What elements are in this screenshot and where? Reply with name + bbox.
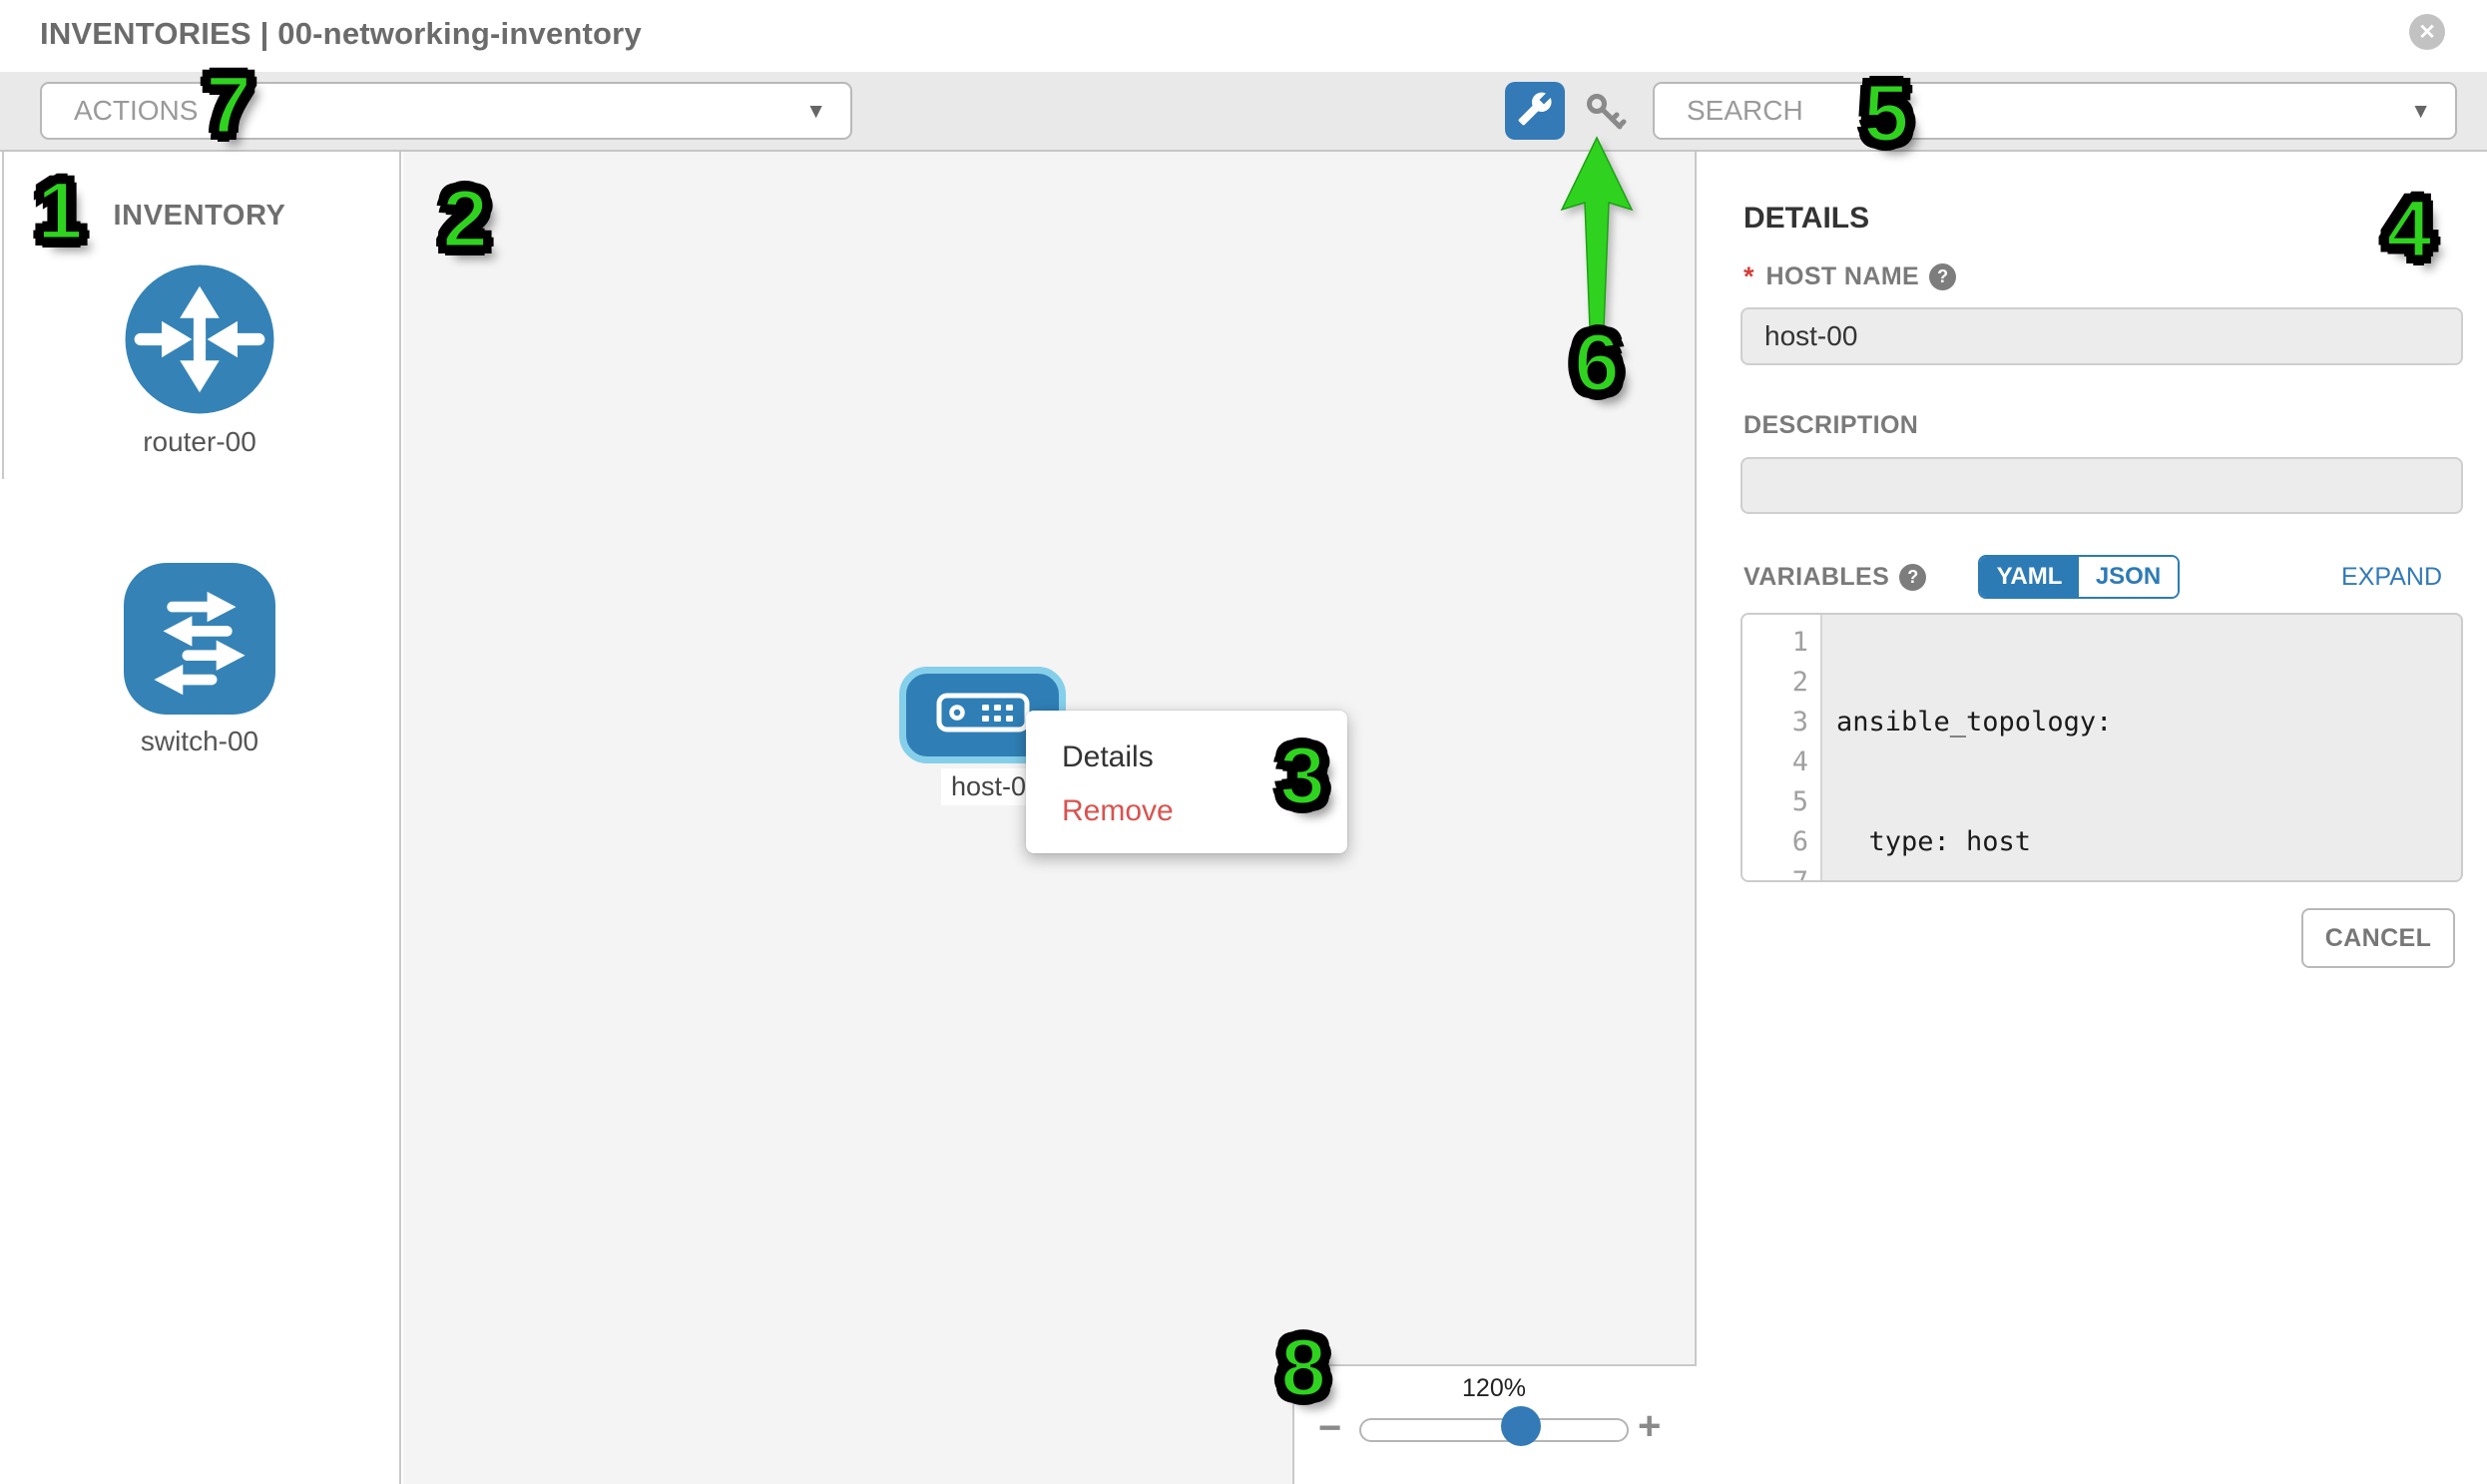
zoom-out-button[interactable]: − — [1318, 1406, 1342, 1450]
editor-code-lines: ansible_topology: type: host name: host-… — [1822, 615, 2461, 880]
actions-dropdown[interactable]: ACTIONS ▼ — [40, 82, 852, 140]
sidebar-item-label: switch-00 — [140, 726, 259, 756]
description-label-row: DESCRIPTION — [1743, 411, 1918, 440]
tab-yaml[interactable]: YAML — [1980, 557, 2079, 597]
key-button[interactable] — [1583, 90, 1629, 136]
inventory-sidebar: INVENTORY router-00 — [0, 152, 401, 1484]
context-menu-item-remove[interactable]: Remove — [1062, 794, 1174, 827]
node-context-menu: Details Remove — [1026, 711, 1347, 853]
tray-edge-divider — [2, 152, 4, 479]
variables-code-editor[interactable]: 1 2 3 4 5 6 7 ansible_topology: type: ho… — [1741, 613, 2463, 882]
host-name-label: HOST NAME — [1765, 262, 1920, 290]
description-label: DESCRIPTION — [1743, 411, 1919, 439]
switch-icon — [124, 563, 275, 720]
description-field[interactable] — [1741, 457, 2463, 514]
chevron-down-icon: ▼ — [805, 100, 826, 123]
host-name-field[interactable] — [1741, 307, 2463, 365]
chevron-down-icon: ▼ — [2410, 100, 2431, 123]
sidebar-title: INVENTORY — [113, 200, 286, 232]
sidebar-item-switch-00[interactable]: switch-00 — [0, 563, 399, 757]
page-title: INVENTORIES | 00-networking-inventory — [40, 16, 642, 51]
variables-row: VARIABLES ? YAML JSON EXPAND — [1743, 555, 2466, 599]
header: INVENTORIES | 00-networking-inventory ✕ — [0, 0, 2487, 72]
router-icon — [124, 263, 275, 420]
zoom-slider-handle[interactable] — [1501, 1406, 1541, 1446]
toolbar: ACTIONS ▼ SEARCH ▼ — [0, 72, 2487, 152]
details-panel-title: DETAILS — [1743, 202, 1870, 235]
help-icon[interactable]: ? — [1929, 263, 1957, 290]
zoom-level-value: 120% — [1462, 1374, 1526, 1402]
editor-line-numbers: 1 2 3 4 5 6 7 — [1742, 615, 1822, 880]
code-line: type: host — [1836, 826, 2032, 857]
toolbox-button[interactable] — [1505, 82, 1565, 140]
cancel-button[interactable]: CANCEL — [2301, 908, 2455, 968]
host-icon — [936, 693, 1030, 738]
sidebar-item-router-00[interactable]: router-00 — [0, 263, 399, 458]
zoom-in-button[interactable]: + — [1638, 1404, 1662, 1448]
sidebar-item-label: router-00 — [143, 426, 256, 457]
key-icon — [1583, 94, 1629, 140]
code-line: ansible_topology: — [1836, 707, 2113, 738]
actions-dropdown-label: ACTIONS — [74, 95, 199, 126]
wrench-icon — [1517, 91, 1553, 132]
variables-label: VARIABLES — [1743, 562, 1890, 591]
search-dropdown[interactable]: SEARCH ▼ — [1653, 82, 2457, 140]
close-icon[interactable]: ✕ — [2409, 14, 2445, 50]
context-menu-item-details[interactable]: Details — [1062, 741, 1154, 773]
tab-json[interactable]: JSON — [2079, 557, 2178, 597]
zoom-slider-track[interactable] — [1359, 1418, 1629, 1442]
details-panel: DETAILS * HOST NAME ? DESCRIPTION VARIAB… — [1699, 152, 2487, 1484]
help-icon[interactable]: ? — [1899, 563, 1927, 591]
variables-format-toggle: YAML JSON — [1978, 555, 2180, 599]
expand-link[interactable]: EXPAND — [2341, 563, 2442, 591]
topology-canvas[interactable]: host-00 Details Remove — [403, 152, 1697, 1484]
search-dropdown-label: SEARCH — [1687, 95, 1803, 126]
host-name-label-row: * HOST NAME ? — [1743, 261, 1957, 292]
zoom-control-panel: 120% − + — [1292, 1364, 1697, 1484]
required-marker: * — [1743, 261, 1754, 291]
